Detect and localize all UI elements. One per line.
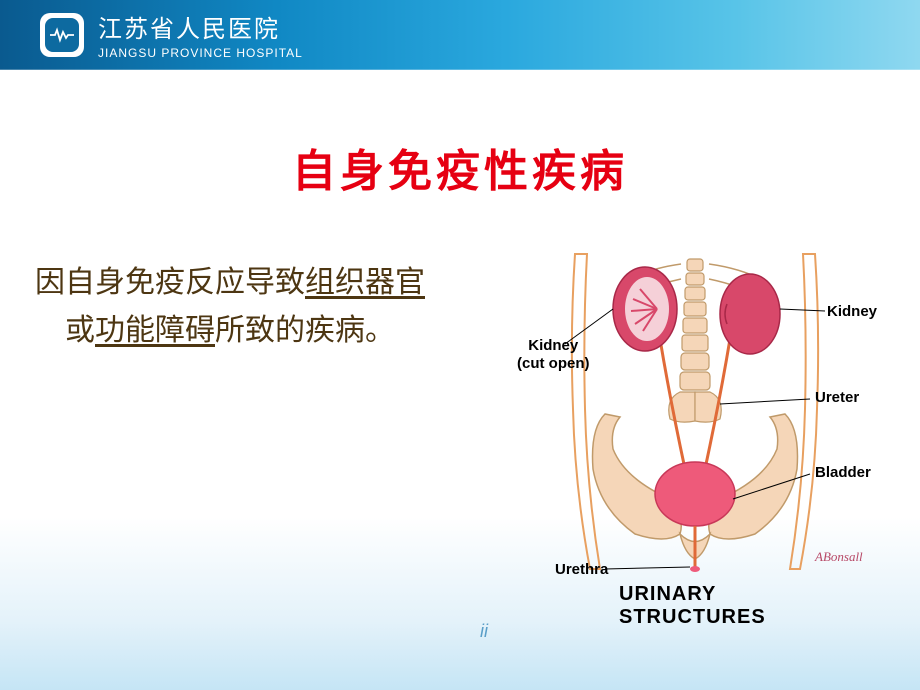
text-part-2: 或 <box>65 314 95 347</box>
anatomy-diagram: Kidney (cut open) Kidney Ureter Bladder … <box>505 249 885 629</box>
hospital-name-block: 江苏省人民医院 JIANGSU PROVINCE HOSPITAL <box>98 9 303 60</box>
hospital-name-en: JIANGSU PROVINCE HOSPITAL <box>98 46 303 60</box>
label-ureter: Ureter <box>815 389 859 406</box>
artist-signature: ABonsall <box>815 549 863 565</box>
label-kidney-cut: Kidney (cut open) <box>517 337 590 373</box>
text-underlined-2: 功能障碍 <box>95 314 215 347</box>
text-underlined-1: 组织器官 <box>305 266 425 299</box>
content-area: 因自身免疫反应导致组织器官 或功能障碍所致的疾病。 <box>0 249 920 629</box>
label-kidney: Kidney <box>827 303 877 320</box>
text-part-3: 所致的疾病。 <box>215 314 395 347</box>
body-text: 因自身免疫反应导致组织器官 或功能障碍所致的疾病。 <box>35 249 505 629</box>
text-part-1: 因自身免疫反应导致 <box>35 266 305 299</box>
hospital-logo-icon <box>40 13 84 57</box>
label-urethra: Urethra <box>555 561 608 578</box>
hospital-name-cn: 江苏省人民医院 <box>98 9 303 44</box>
header-bar: 江苏省人民医院 JIANGSU PROVINCE HOSPITAL <box>0 0 920 70</box>
diagram-title: URINARY STRUCTURES <box>619 583 809 629</box>
decorative-mark: ii <box>480 621 488 642</box>
slide-title: 自身免疫性疾病 <box>0 135 920 199</box>
label-bladder: Bladder <box>815 464 871 481</box>
